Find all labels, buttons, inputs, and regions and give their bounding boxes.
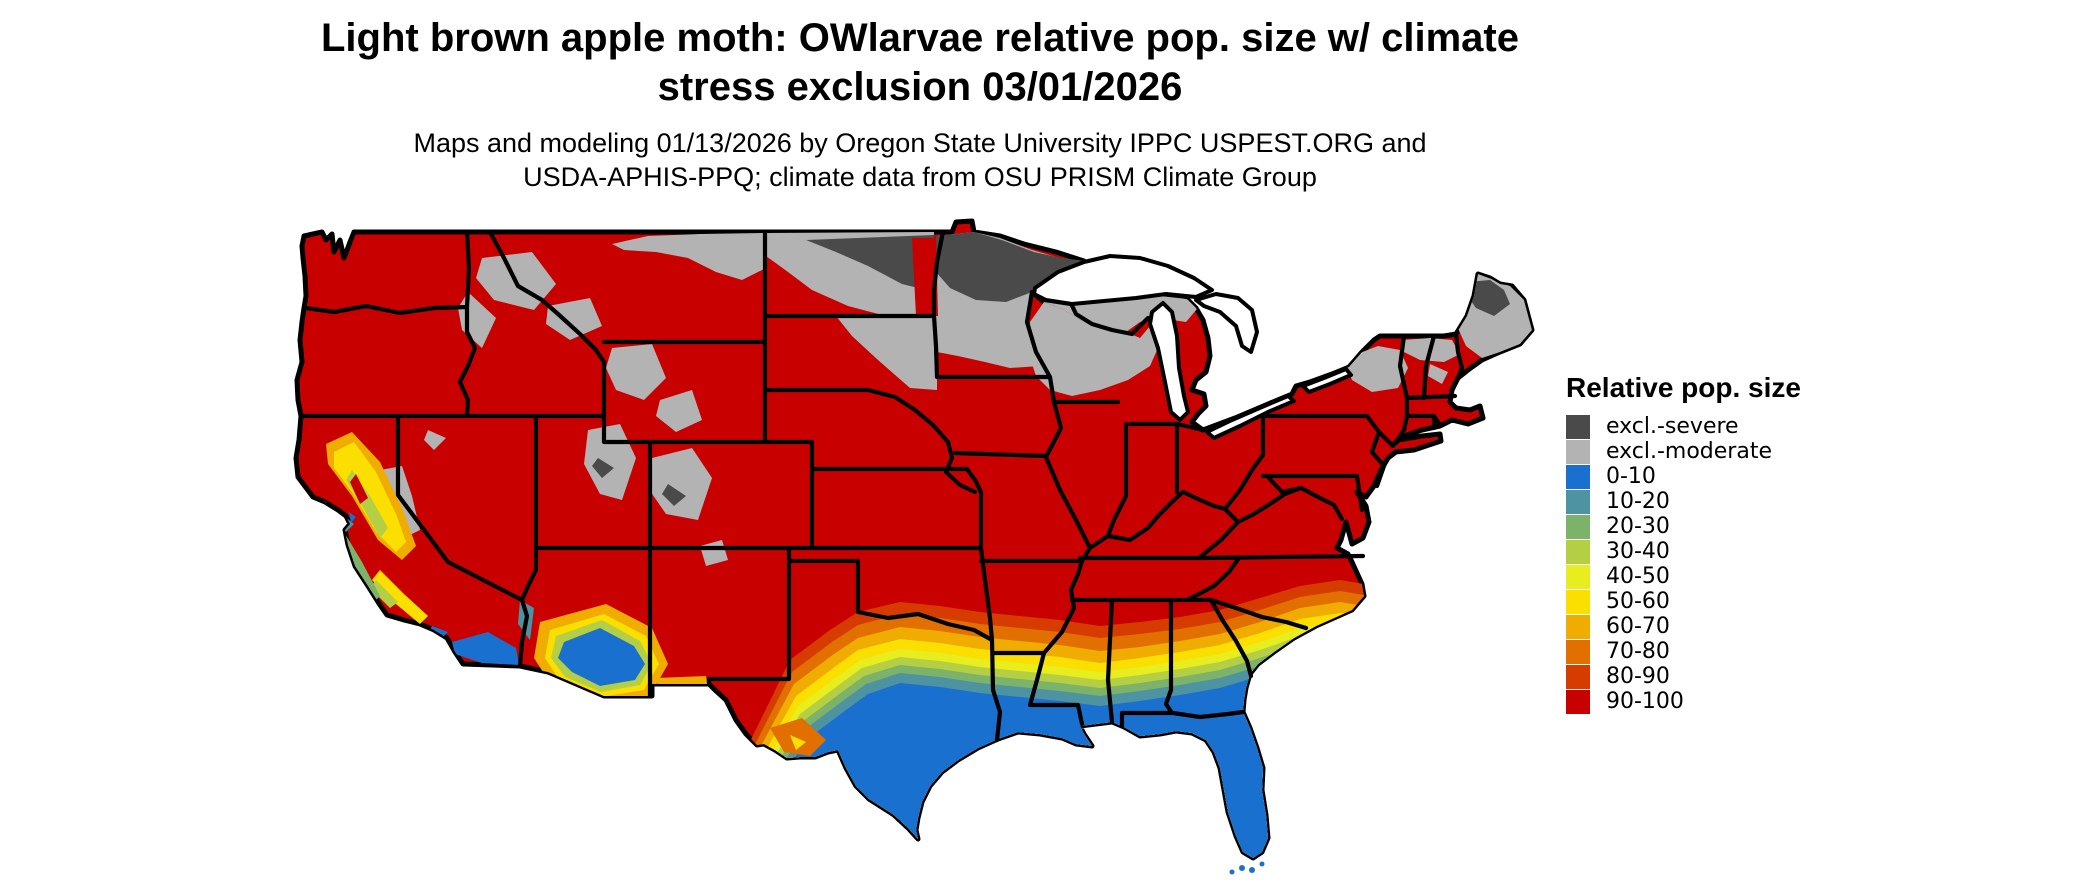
socal-green-band: [370, 580, 398, 608]
legend-label: 80-90: [1606, 664, 1670, 689]
legend-swatch: [1566, 514, 1590, 539]
legend-item-80-90: 80-90: [1566, 664, 1866, 689]
great-lakes: [1032, 254, 1353, 440]
legend-item-excl.-severe: excl.-severe: [1566, 414, 1866, 439]
legend-swatch: [1566, 489, 1590, 514]
legend-item-60-70: 60-70: [1566, 614, 1866, 639]
darkgray-utah-dot: [592, 458, 614, 478]
az-blue-core: [558, 628, 645, 686]
key-dot: [1239, 865, 1245, 871]
legend-label: 20-30: [1606, 514, 1670, 539]
key-dot: [1229, 869, 1235, 875]
darkgray-minnesota: [936, 232, 1084, 302]
gray-wisconsin: [1028, 302, 1158, 396]
legend-label: 0-10: [1606, 464, 1656, 489]
gray-wyoming-mtns-2: [656, 390, 702, 432]
gray-nh-white-mtns: [1428, 364, 1448, 384]
legend-item-0-10: 0-10: [1566, 464, 1866, 489]
gray-montana-rockies-2: [546, 298, 602, 340]
florida-keys: [1229, 861, 1265, 875]
darkgray-colorado-dot: [662, 484, 686, 506]
legend-item-excl.-moderate: excl.-moderate: [1566, 439, 1866, 464]
legend-label: 60-70: [1606, 614, 1670, 639]
legend-item-90-100: 90-100: [1566, 689, 1866, 714]
lake-ontario: [1301, 367, 1353, 394]
legend-swatch: [1566, 564, 1590, 589]
legend-label: excl.-moderate: [1606, 439, 1772, 464]
arizona-gradient: [518, 600, 668, 703]
valley-red-streak: [350, 474, 368, 504]
key-dot: [1249, 867, 1255, 873]
legend-item-50-60: 50-60: [1566, 589, 1866, 614]
gray-montana-top: [612, 233, 766, 280]
gray-wyoming-mtns-1: [606, 344, 666, 400]
darkgray-north-dakota: [806, 235, 934, 292]
red-river-valley-strip: [912, 238, 938, 316]
bay-blue-dot: [349, 512, 356, 523]
map-title: Light brown apple moth: OWlarvae relativ…: [20, 14, 1820, 112]
legend-label: excl.-severe: [1606, 414, 1739, 439]
legend-label: 70-80: [1606, 639, 1670, 664]
lake-michigan: [1148, 301, 1190, 422]
lake-huron: [1194, 292, 1259, 354]
darkgray-maine: [1466, 280, 1510, 316]
legend-item-10-20: 10-20: [1566, 489, 1866, 514]
legend-swatch: [1566, 589, 1590, 614]
legend-swatch: [1566, 689, 1590, 714]
legend-rows: excl.-severe excl.-moderate 0-10 10-20 20-30…: [1566, 414, 1866, 714]
gray-colorado-rockies: [648, 448, 712, 520]
state-borders: [298, 229, 1465, 743]
lake-superior: [1032, 254, 1214, 306]
legend-swatch: [1566, 614, 1590, 639]
gray-south-dakota-ne: [836, 316, 937, 390]
legend-title: Relative pop. size: [1566, 372, 1801, 403]
socal-gradient: [370, 570, 519, 665]
legend-label: 10-20: [1606, 489, 1670, 514]
legend-swatch: [1566, 539, 1590, 564]
socal-gold-band: [372, 570, 428, 624]
map-subtitle-line2: USDA-APHIS-PPQ; climate data from OSU PR…: [523, 162, 1317, 192]
socal-blue-desert: [452, 632, 519, 665]
excl-severe-regions: [592, 232, 1510, 506]
legend-swatch: [1566, 664, 1590, 689]
legend-label: 30-40: [1606, 539, 1670, 564]
map-subtitle-line1: Maps and modeling 01/13/2026 by Oregon S…: [413, 128, 1427, 158]
map-title-line1: Light brown apple moth: OWlarvae relativ…: [320, 16, 1519, 60]
legend: Relative pop. size excl.-severe excl.-mod…: [1566, 372, 1866, 714]
legend-item-40-50: 40-50: [1566, 564, 1866, 589]
gray-adirondacks: [1346, 346, 1408, 392]
map-subtitle: Maps and modeling 01/13/2026 by Oregon S…: [20, 126, 1820, 194]
legend-swatch: [1566, 439, 1590, 464]
key-dot: [1259, 861, 1265, 867]
big-bend-orange: [770, 718, 826, 756]
legend-item-20-30: 20-30: [1566, 514, 1866, 539]
gray-nevada-dot: [424, 430, 446, 450]
legend-swatch: [1566, 639, 1590, 664]
lake-erie: [1205, 394, 1296, 440]
big-bend-gold-dot: [790, 735, 806, 750]
legend-label: 90-100: [1606, 689, 1684, 714]
header: Light brown apple moth: OWlarvae relativ…: [20, 14, 1820, 194]
gray-michigan-up: [1038, 295, 1197, 332]
legend-item-30-40: 30-40: [1566, 539, 1866, 564]
map-title-line2: stress exclusion 03/01/2026: [657, 65, 1183, 109]
legend-swatch: [1566, 464, 1590, 489]
legend-label: 50-60: [1606, 589, 1670, 614]
legend-swatch: [1566, 414, 1590, 439]
legend-item-70-80: 70-80: [1566, 639, 1866, 664]
legend-label: 40-50: [1606, 564, 1670, 589]
